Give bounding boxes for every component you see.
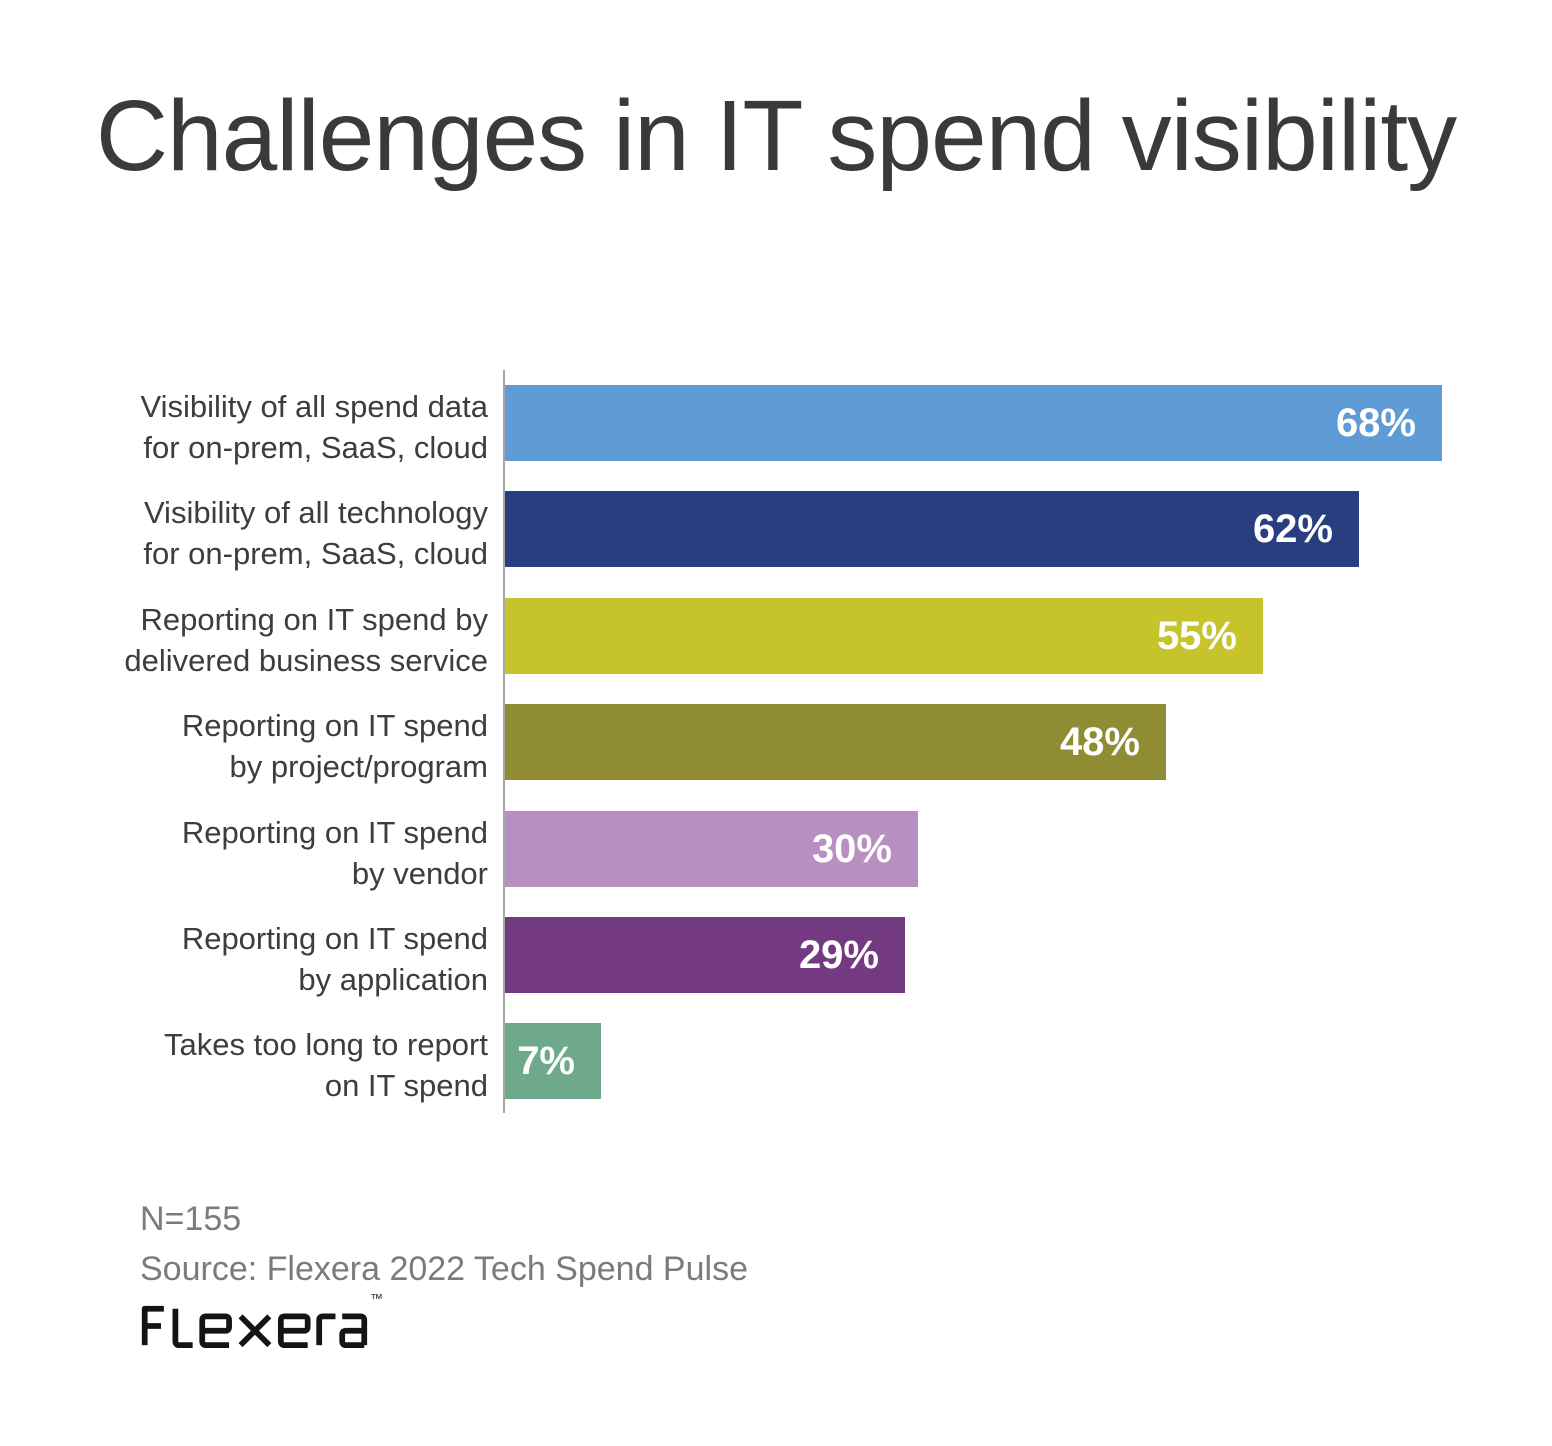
category-label-line: Reporting on IT spend [181,921,488,956]
category-label-line: delivered business service [124,643,488,678]
category-label-line: Reporting on IT spend [181,708,488,743]
logo-letter-r [316,1313,336,1346]
category-label: Reporting on IT spend by application [0,921,505,997]
logo-letter-x [238,1314,272,1348]
chart-row: Visibility of all spend data for on-prem,… [0,385,1552,465]
sample-size-note: N=155 [140,1200,242,1238]
bar-value-label: 29% [798,932,879,977]
category-label-line: for on-prem, SaaS, cloud [143,536,488,571]
category-label-line: Visibility of all technology [143,495,488,530]
bar: 62% [505,491,1359,567]
chart-row: Reporting on IT spend by application 29% [0,917,1552,997]
category-label: Takes too long to report on IT spend [0,1027,505,1103]
bar-value-label: 55% [1156,613,1237,658]
logo-letter-l [172,1308,193,1349]
bar: 7% [505,1023,601,1099]
category-label: Reporting on IT spend by vendor [0,815,505,891]
bar-value-label: 48% [1059,719,1140,764]
category-label-line: by application [298,962,488,997]
flexera-logo [141,1305,368,1349]
category-label: Visibility of all spend data for on-prem,… [0,389,505,465]
bar-value-label: 62% [1252,506,1333,551]
category-label: Visibility of all technology for on-prem,… [0,495,505,571]
category-label-line: Takes too long to report [164,1027,488,1062]
bar: 29% [505,917,905,993]
chart-row: Reporting on IT spend by project/program 4… [0,704,1552,784]
category-label-line: on IT spend [324,1068,488,1103]
category-label-line: Reporting on IT spend by [140,602,488,637]
category-label-line: by vendor [351,856,488,891]
chart-row: Takes too long to report on IT spend 7% [0,1023,1552,1103]
bar: 68% [505,385,1442,461]
chart-row: Reporting on IT spend by vendor 30% [0,811,1552,891]
bar: 30% [505,811,918,887]
source-note: Source: Flexera 2022 Tech Spend Pulse [140,1250,748,1288]
bar-value-label: 30% [811,826,892,871]
chart-title: Challenges in IT spend visibility [95,80,1457,192]
category-label-line: Reporting on IT spend [181,815,488,850]
logo-letter-f [141,1305,164,1346]
category-label-line: Visibility of all spend data [140,389,488,424]
logo-letter-e2 [277,1313,311,1349]
category-axis-line [503,370,505,1113]
category-label-line: for on-prem, SaaS, cloud [143,430,488,465]
bar: 48% [505,704,1166,780]
chart-row: Visibility of all technology for on-prem,… [0,491,1552,571]
logo-letter-a [339,1313,368,1349]
logo-letter-e [199,1313,232,1349]
category-label-line: by project/program [229,749,488,784]
category-label: Reporting on IT spend by delivered busine… [0,602,505,678]
bar-value-label: 7% [517,1038,575,1083]
trademark-symbol: ™ [370,1291,383,1306]
bar: 55% [505,598,1263,674]
bar-value-label: 68% [1335,400,1416,445]
chart-row: Reporting on IT spend by delivered busine… [0,598,1552,678]
category-label: Reporting on IT spend by project/program [0,708,505,784]
